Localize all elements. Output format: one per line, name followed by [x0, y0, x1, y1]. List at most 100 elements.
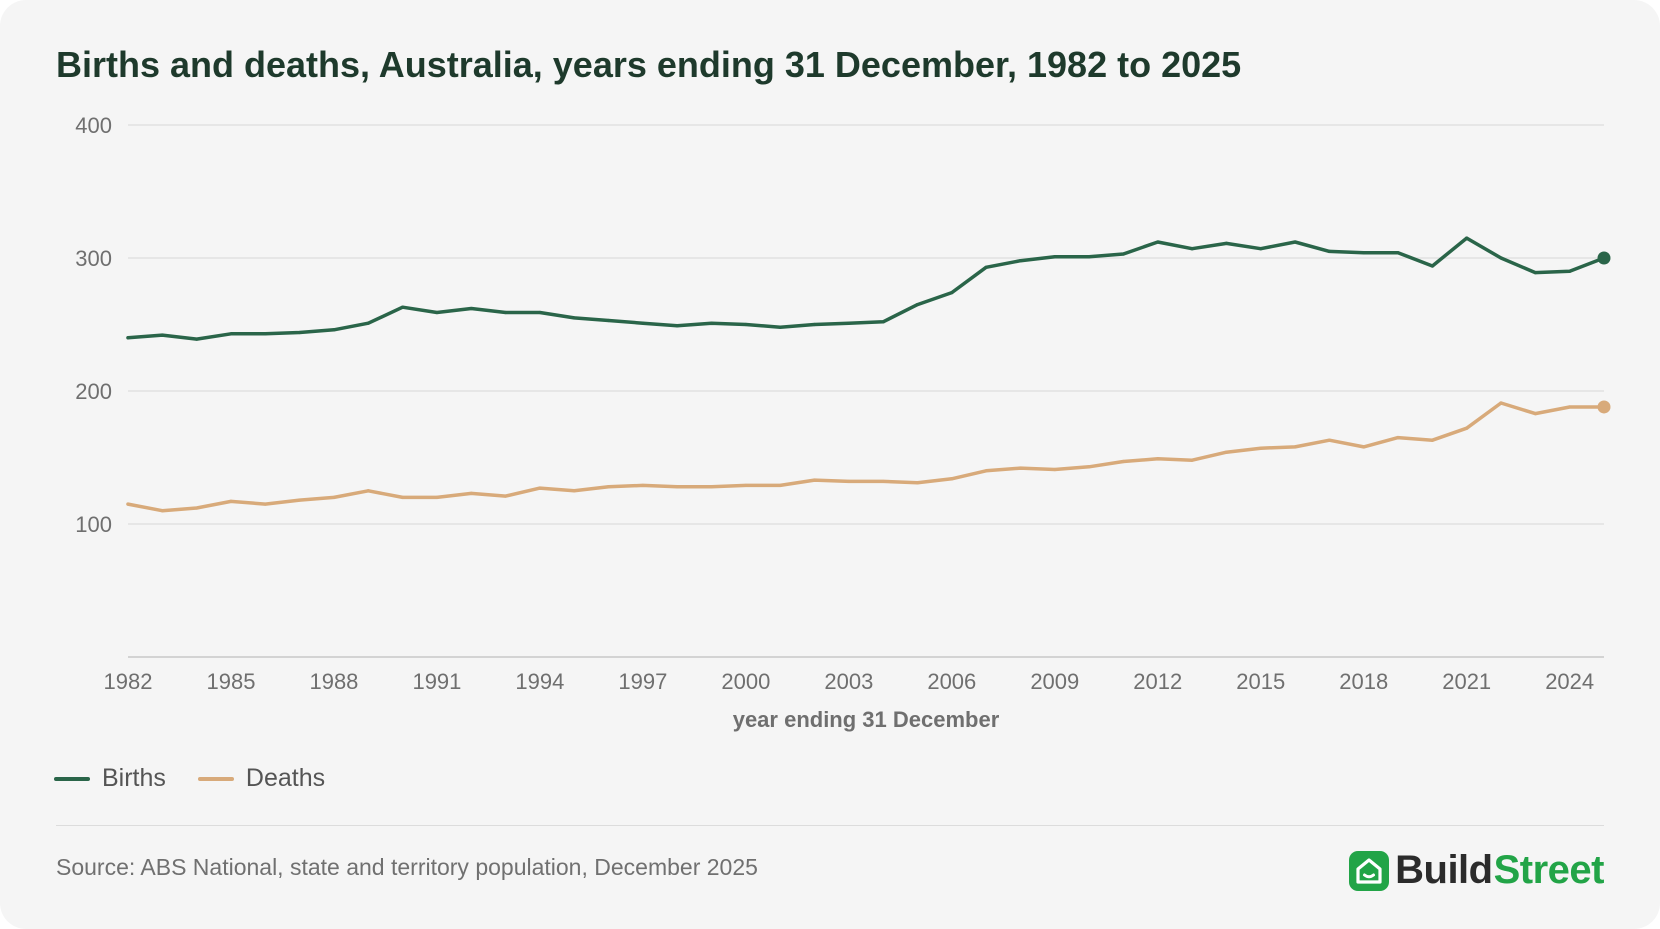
- data-point-births: [332, 328, 336, 332]
- data-point-deaths: [1568, 405, 1572, 409]
- data-point-births: [435, 310, 439, 315]
- data-point-births: [503, 310, 508, 315]
- data-point-births: [401, 305, 405, 309]
- legend-item-births[interactable]: Births: [54, 764, 166, 793]
- x-tick-label: 1991: [412, 669, 461, 694]
- y-tick-label: 300: [75, 246, 112, 271]
- legend-label-deaths: Deaths: [245, 764, 326, 792]
- data-point-births: [572, 316, 576, 320]
- data-point-deaths: [1362, 445, 1366, 449]
- data-point-births: [1156, 240, 1160, 244]
- data-point-births: [1327, 249, 1331, 253]
- data-point-births: [641, 321, 645, 325]
- data-point-births: [1465, 236, 1469, 240]
- data-point-deaths: [126, 502, 130, 506]
- x-tick-label: 2006: [927, 669, 976, 694]
- brand-logo[interactable]: Build Street: [1349, 848, 1605, 893]
- data-point-deaths: [195, 506, 199, 510]
- data-point-births: [1362, 251, 1366, 255]
- data-point-births: [778, 325, 782, 329]
- data-point-deaths: [984, 469, 988, 473]
- x-tick-label: 2015: [1236, 669, 1285, 694]
- data-point-deaths: [1499, 401, 1503, 405]
- y-tick-label: 200: [75, 379, 112, 404]
- data-point-births: [298, 330, 302, 335]
- data-point-deaths: [332, 495, 336, 499]
- data-point-births: [915, 302, 920, 307]
- data-point-deaths: [366, 489, 370, 493]
- data-point-deaths: [401, 495, 405, 499]
- x-tick-label: 1988: [309, 669, 358, 694]
- data-point-deaths: [950, 477, 954, 481]
- data-point-births: [1224, 241, 1229, 245]
- data-point-births: [950, 290, 954, 295]
- data-point-deaths: [1430, 438, 1434, 442]
- data-point-births: [160, 333, 164, 337]
- data-point-births: [1293, 240, 1297, 244]
- data-point-births: [538, 310, 542, 315]
- brand-name-build: Build: [1395, 848, 1493, 892]
- x-tick-label: 2003: [824, 669, 873, 694]
- data-point-deaths: [160, 509, 164, 513]
- data-point-births: [1499, 256, 1503, 260]
- legend-swatch-deaths: [197, 776, 234, 781]
- data-point-births: [1053, 255, 1057, 259]
- footer-divider: [56, 825, 1604, 826]
- data-point-births: [1396, 251, 1400, 255]
- y-tick-label: 400: [75, 113, 112, 138]
- data-point-deaths: [572, 489, 576, 493]
- data-point-births: [881, 320, 885, 324]
- x-tick-label: 1982: [104, 669, 153, 694]
- x-axis-title: year ending 31 December: [733, 707, 1000, 732]
- data-point-births: [1121, 252, 1126, 256]
- data-point-deaths: [1018, 466, 1023, 470]
- data-point-deaths: [1224, 450, 1229, 454]
- x-tick-label: 1994: [515, 669, 564, 694]
- x-tick-label: 2021: [1442, 669, 1491, 694]
- data-point-deaths: [915, 481, 920, 485]
- data-point-deaths: [1465, 426, 1469, 430]
- legend-item-deaths[interactable]: Deaths: [197, 764, 326, 793]
- x-tick-label: 2009: [1030, 669, 1079, 694]
- data-point-deaths: [1087, 465, 1091, 469]
- data-point-births: [263, 332, 267, 336]
- data-point-births: [984, 265, 988, 269]
- data-point-deaths: [606, 485, 611, 489]
- data-point-deaths: [1533, 412, 1537, 416]
- legend-swatch-births: [54, 776, 90, 781]
- chart-legend: Births Deaths: [54, 764, 357, 793]
- data-point-deaths: [847, 479, 851, 484]
- data-point-deaths: [538, 486, 542, 490]
- data-point-deaths: [778, 483, 782, 488]
- data-point-births: [1087, 255, 1091, 259]
- data-point-births: [675, 324, 679, 328]
- data-point-births: [126, 336, 130, 340]
- data-point-deaths: [229, 499, 233, 503]
- x-tick-label: 1997: [618, 669, 667, 694]
- brand-name-street: Street: [1493, 848, 1605, 892]
- data-point-births: [1190, 247, 1194, 251]
- x-tick-label: 2012: [1133, 669, 1182, 694]
- data-point-births: [847, 321, 851, 325]
- data-point-deaths: [1190, 458, 1194, 462]
- x-tick-label: 2024: [1545, 669, 1594, 694]
- data-point-deaths: [881, 479, 885, 484]
- data-point-births: [1430, 264, 1434, 268]
- data-point-deaths: [1259, 446, 1263, 450]
- series-line-births: [126, 236, 1606, 341]
- chart-title: Births and deaths, Australia, years endi…: [56, 44, 1242, 85]
- data-point-births: [1259, 247, 1263, 251]
- data-point-births: [229, 332, 233, 336]
- end-point-deaths: [1597, 400, 1611, 414]
- x-tick-label: 2018: [1339, 669, 1388, 694]
- data-point-deaths: [1396, 435, 1400, 440]
- source-note: Source: ABS National, state and territor…: [56, 854, 758, 880]
- data-point-deaths: [503, 494, 508, 498]
- data-point-births: [1018, 259, 1023, 263]
- data-point-deaths: [298, 498, 302, 502]
- end-point-births: [1597, 251, 1611, 265]
- data-point-births: [709, 321, 714, 325]
- data-point-deaths: [469, 491, 473, 496]
